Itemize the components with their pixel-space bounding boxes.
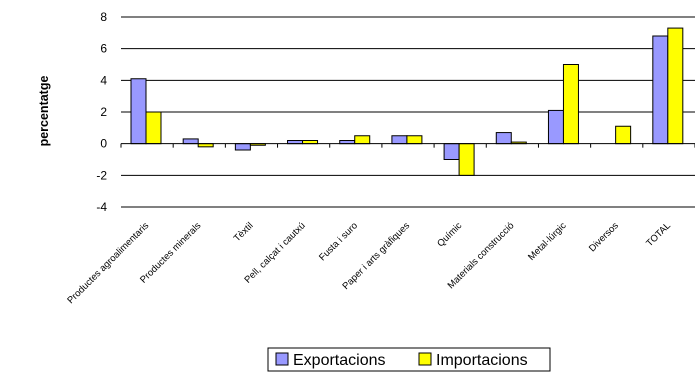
gridlines <box>121 16 695 208</box>
bar-exportacions-1 <box>182 138 199 145</box>
bar-exportacions-6 <box>443 143 460 161</box>
bar-exportacions-5 <box>391 135 408 145</box>
y-tick-label: 6 <box>100 42 107 56</box>
bar-importacions-6 <box>458 143 475 176</box>
y-tick-label: 0 <box>100 137 107 151</box>
legend-swatch-importacions <box>418 352 432 366</box>
bar-exportacions-8 <box>547 109 564 145</box>
y-axis-label: percentatge <box>37 76 51 147</box>
legend: Exportacions Importacions <box>267 347 551 372</box>
x-tick-label: Químic <box>435 220 464 249</box>
bar-importacions-4 <box>354 135 371 145</box>
bar-exportacions-7 <box>495 132 512 145</box>
bar-importacions-8 <box>562 64 579 145</box>
bar-exportacions-0 <box>130 78 147 145</box>
bar-importacions-9 <box>615 125 632 145</box>
y-tick-label: 2 <box>100 105 107 119</box>
bar-importacions-10 <box>667 27 684 145</box>
bar-exportacions-2 <box>234 143 251 151</box>
bar-importacions-0 <box>145 111 162 145</box>
legend-box <box>267 347 551 372</box>
y-tick-label: 4 <box>100 73 107 87</box>
x-tick-label: TOTAL <box>644 220 673 249</box>
y-tick-labels: -4 -2 0 2 4 6 8 <box>96 10 107 214</box>
bar-importacions-5 <box>406 135 423 145</box>
x-tick-label: Fusta i suro <box>317 220 360 263</box>
y-tick-label: 8 <box>100 10 107 24</box>
bar-exportacions-10 <box>652 35 669 145</box>
legend-swatch-exportacions <box>275 352 289 366</box>
y-tick-label: -4 <box>96 200 107 214</box>
legend-label-exportacions: Exportacions <box>293 352 386 369</box>
axes <box>120 143 695 148</box>
x-tick-label: Tèxtil <box>232 220 256 244</box>
x-tick-label: Productes agroalimentaris <box>65 220 151 306</box>
legend-label-importacions: Importacions <box>436 352 528 369</box>
x-tick-label: Metal·lúrgic <box>526 220 569 263</box>
bars <box>130 27 684 176</box>
x-tick-label: Diversos <box>587 220 621 254</box>
y-tick-label: -2 <box>96 168 107 182</box>
